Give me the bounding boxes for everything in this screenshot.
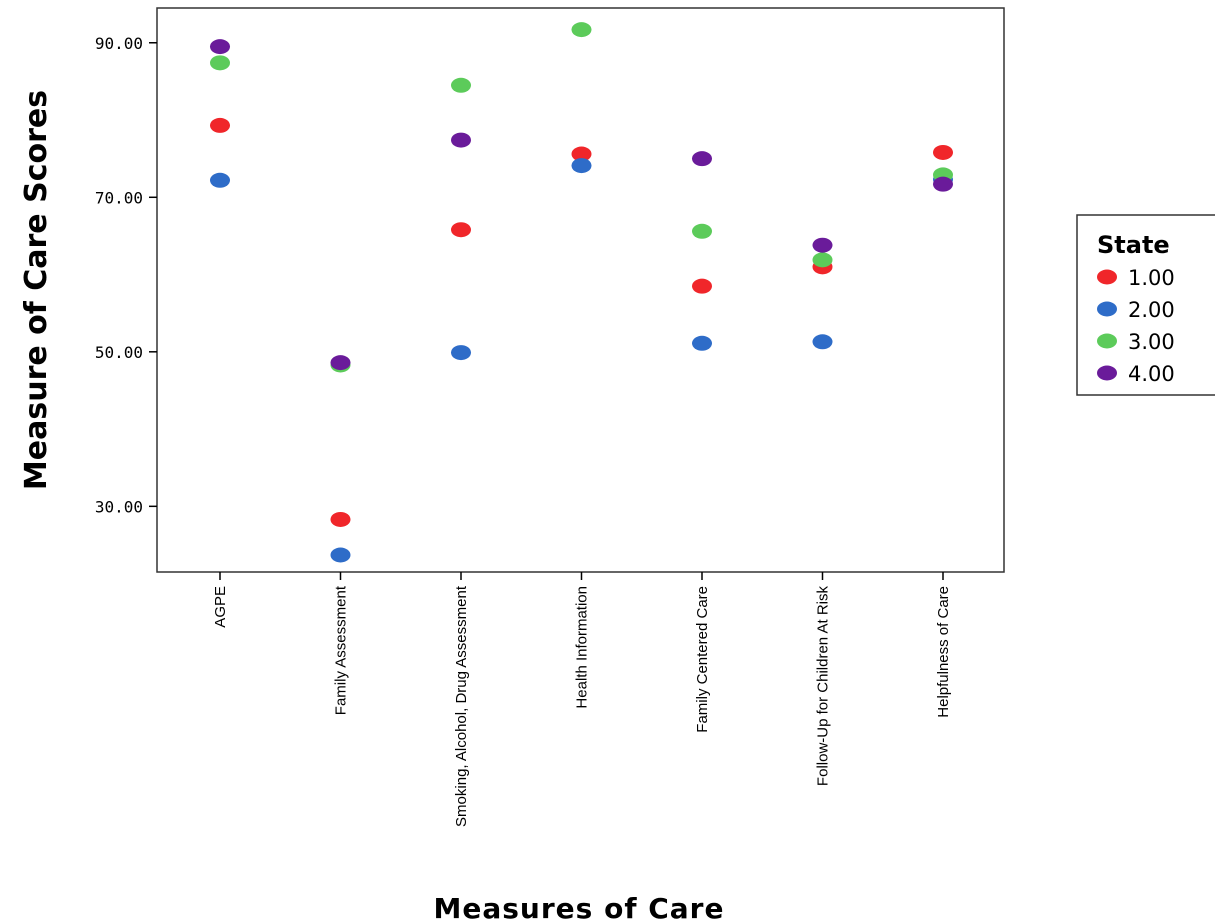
data-point-series-4: [451, 132, 471, 148]
legend-label: 4.00: [1128, 362, 1175, 386]
data-point-series-1: [210, 117, 230, 133]
legend-label: 3.00: [1128, 330, 1175, 354]
legend-marker: [1097, 269, 1117, 285]
data-point-series-2: [210, 172, 230, 188]
data-point-series-4: [210, 39, 230, 55]
y-tick-label: 90.00: [95, 34, 143, 53]
data-point-series-4: [812, 237, 833, 253]
legend: State 1.00 2.00 3.00 4.00: [1076, 214, 1215, 396]
plot-area: [156, 7, 1005, 573]
data-point-series-4: [933, 176, 953, 192]
data-point-series-2: [451, 345, 471, 361]
data-point-series-3: [692, 223, 712, 239]
x-tick-label: AGPE: [212, 586, 229, 628]
data-point-series-1: [330, 511, 351, 527]
x-tick-label: Helpfulness of Care: [935, 586, 952, 718]
x-axis: AGPE Family Assessment Smoking, Alcohol, D…: [212, 572, 952, 827]
x-axis-title: Measures of Care: [434, 892, 725, 924]
legend-label: 1.00: [1128, 266, 1175, 290]
x-tick-label: Follow-Up for Children At Risk: [815, 586, 832, 787]
y-axis-title: Measure of Care Scores: [19, 90, 54, 490]
data-point-series-4: [330, 355, 351, 371]
data-point-series-1: [571, 146, 592, 162]
legend-marker: [1097, 365, 1117, 381]
y-tick-label: 30.00: [95, 497, 143, 516]
data-point-series-2: [812, 334, 833, 350]
legend-title: State: [1097, 231, 1170, 259]
data-point-series-4: [692, 151, 712, 167]
data-point-series-3: [210, 55, 230, 71]
data-point-series-3: [451, 77, 471, 93]
legend-marker: [1097, 333, 1117, 349]
legend-items: 1.00 2.00 3.00 4.00: [1097, 266, 1175, 386]
x-tick-label: Health Information: [574, 586, 591, 709]
legend-marker: [1097, 301, 1117, 317]
x-tick-label: Family Assessment: [333, 585, 350, 715]
x-tick-label: Family Centered Care: [694, 586, 711, 733]
data-point-series-2: [692, 335, 712, 351]
data-point-series-1: [692, 278, 712, 294]
data-point-series-1: [933, 144, 953, 160]
data-point-series-2: [571, 158, 592, 174]
data-point-series-3: [571, 22, 592, 38]
y-tick-label: 70.00: [95, 188, 143, 207]
x-tick-label: Smoking, Alcohol, Drug Assessment: [453, 585, 470, 827]
data-point-series-3: [812, 252, 833, 268]
data-point-series-1: [451, 222, 471, 238]
data-point-series-2: [330, 547, 351, 563]
legend-label: 2.00: [1128, 298, 1175, 322]
y-axis: 30.00 50.00 70.00 90.00: [95, 34, 157, 516]
y-tick-label: 50.00: [95, 343, 143, 362]
data-points: [210, 22, 953, 563]
